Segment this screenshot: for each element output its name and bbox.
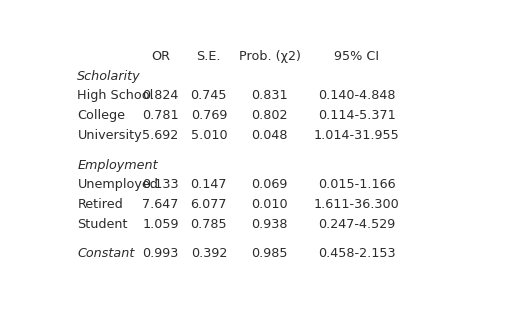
Text: 1.014-31.955: 1.014-31.955 <box>314 129 399 142</box>
Text: 0.993: 0.993 <box>142 247 179 261</box>
Text: 0.824: 0.824 <box>142 89 179 102</box>
Text: 6.077: 6.077 <box>191 198 227 211</box>
Text: 0.938: 0.938 <box>251 218 288 231</box>
Text: 0.392: 0.392 <box>191 247 227 261</box>
Text: 1.611-36.300: 1.611-36.300 <box>314 198 399 211</box>
Text: 5.010: 5.010 <box>191 129 227 142</box>
Text: Scholarity: Scholarity <box>77 70 141 83</box>
Text: 1.059: 1.059 <box>142 218 179 231</box>
Text: 0.831: 0.831 <box>251 89 288 102</box>
Text: 0.069: 0.069 <box>252 178 288 191</box>
Text: 0.745: 0.745 <box>191 89 227 102</box>
Text: 0.247-4.529: 0.247-4.529 <box>318 218 395 231</box>
Text: S.E.: S.E. <box>197 50 221 63</box>
Text: College: College <box>77 109 125 122</box>
Text: Student: Student <box>77 218 128 231</box>
Text: 0.114-5.371: 0.114-5.371 <box>318 109 395 122</box>
Text: 0.140-4.848: 0.140-4.848 <box>318 89 395 102</box>
Text: 0.133: 0.133 <box>142 178 179 191</box>
Text: 0.147: 0.147 <box>191 178 227 191</box>
Text: Unemployed: Unemployed <box>77 178 158 191</box>
Text: 0.769: 0.769 <box>191 109 227 122</box>
Text: 0.015-1.166: 0.015-1.166 <box>318 178 395 191</box>
Text: Employment: Employment <box>77 158 158 172</box>
Text: Prob. (χ2): Prob. (χ2) <box>239 50 301 63</box>
Text: 0.985: 0.985 <box>251 247 288 261</box>
Text: Constant: Constant <box>77 247 135 261</box>
Text: 0.048: 0.048 <box>251 129 288 142</box>
Text: 0.010: 0.010 <box>251 198 288 211</box>
Text: 0.781: 0.781 <box>142 109 179 122</box>
Text: 0.785: 0.785 <box>191 218 227 231</box>
Text: University: University <box>77 129 142 142</box>
Text: 0.458-2.153: 0.458-2.153 <box>318 247 395 261</box>
Text: 5.692: 5.692 <box>142 129 179 142</box>
Text: Retired: Retired <box>77 198 123 211</box>
Text: 0.802: 0.802 <box>251 109 288 122</box>
Text: High School: High School <box>77 89 153 102</box>
Text: OR: OR <box>151 50 170 63</box>
Text: 7.647: 7.647 <box>142 198 179 211</box>
Text: 95% CI: 95% CI <box>334 50 379 63</box>
